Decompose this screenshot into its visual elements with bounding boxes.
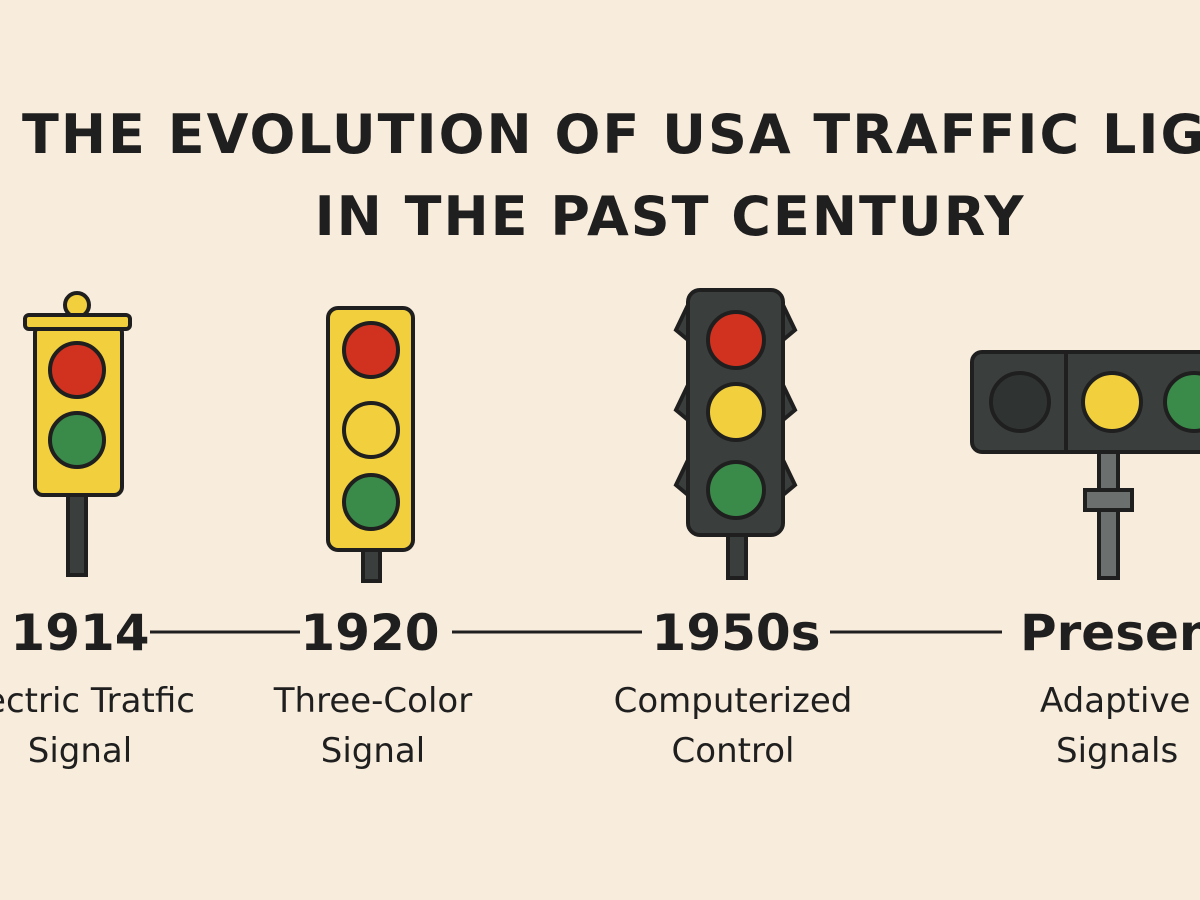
milestone-label: Three-Color [273,681,472,721]
traffic-light-1914 [23,291,132,577]
milestone-label: Computerized [614,681,853,721]
traffic-light-present [970,350,1200,580]
milestone-label: ectric Tratfic [0,681,195,721]
milestone-label: Adaptive [1040,681,1190,721]
milestone-label: Signals [1056,731,1178,771]
traffic-light-1950s [673,288,798,580]
year: 1914 [10,604,149,662]
traffic-light-1920 [326,306,415,583]
title-line-1: THE EVOLUTION OF USA TRAFFIC LIG [22,103,1200,166]
milestone-label: Control [672,731,795,771]
year: 1950s [652,604,821,662]
milestone-label: Signal [321,731,425,771]
milestone-label: Signal [28,731,132,771]
year: Present [1020,604,1200,662]
year: 1920 [300,604,439,662]
title-line-2: IN THE PAST CENTURY [315,185,1026,248]
